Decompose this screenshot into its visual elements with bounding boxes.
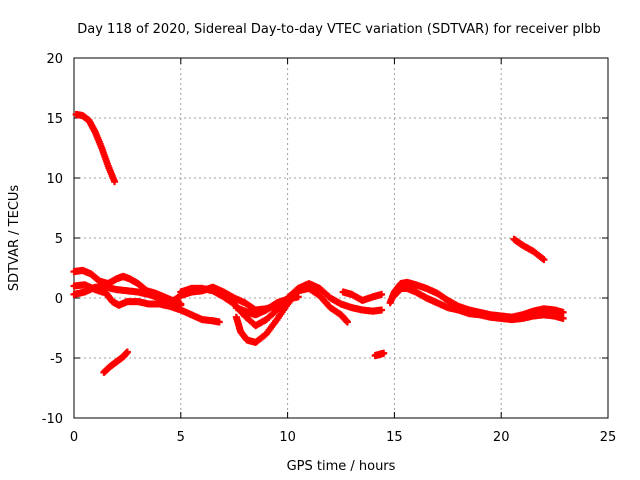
x-axis-label: GPS time / hours bbox=[287, 459, 396, 474]
series-track-9 bbox=[232, 293, 302, 319]
y-axis-label: SDTVAR / TECUs bbox=[7, 185, 22, 292]
data-point bbox=[343, 318, 351, 326]
series-track-11 bbox=[371, 349, 388, 360]
data-point bbox=[177, 301, 185, 309]
data-point bbox=[123, 348, 131, 356]
x-tick-label: 5 bbox=[177, 430, 185, 445]
data-point bbox=[378, 290, 386, 298]
grid-lines bbox=[74, 58, 608, 418]
series-track-13 bbox=[390, 284, 567, 324]
axis-ticks bbox=[73, 57, 609, 419]
y-tick-label: 20 bbox=[46, 52, 63, 67]
series-track-1 bbox=[72, 110, 119, 186]
data-point bbox=[111, 178, 119, 186]
x-tick-label: 20 bbox=[493, 430, 510, 445]
x-tick-labels: 0 5 10 15 20 25 bbox=[70, 430, 616, 445]
chart-title: Day 118 of 2020, Sidereal Day-to-day VTE… bbox=[77, 22, 601, 37]
y-tick-label: -10 bbox=[42, 412, 63, 427]
data-point bbox=[559, 314, 567, 322]
x-tick-label: 10 bbox=[279, 430, 296, 445]
data-point bbox=[378, 306, 386, 314]
y-tick-label: 0 bbox=[55, 292, 63, 307]
series-track-3 bbox=[70, 266, 185, 308]
data-point bbox=[540, 256, 548, 264]
data-point bbox=[215, 318, 223, 326]
x-tick-label: 15 bbox=[386, 430, 403, 445]
series-track-2 bbox=[100, 348, 131, 376]
x-tick-label: 0 bbox=[70, 430, 78, 445]
y-tick-label: 5 bbox=[55, 232, 63, 247]
series-track-14 bbox=[510, 235, 548, 264]
y-tick-label: 10 bbox=[46, 172, 63, 187]
data-point bbox=[380, 349, 388, 357]
series-track-10 bbox=[339, 288, 386, 304]
x-tick-label: 25 bbox=[600, 430, 617, 445]
y-tick-label: 15 bbox=[46, 112, 63, 127]
y-tick-label: -5 bbox=[50, 352, 63, 367]
data-points bbox=[70, 110, 567, 376]
data-point bbox=[294, 293, 302, 301]
y-tick-labels: -10 -5 0 5 10 15 20 bbox=[42, 52, 63, 427]
